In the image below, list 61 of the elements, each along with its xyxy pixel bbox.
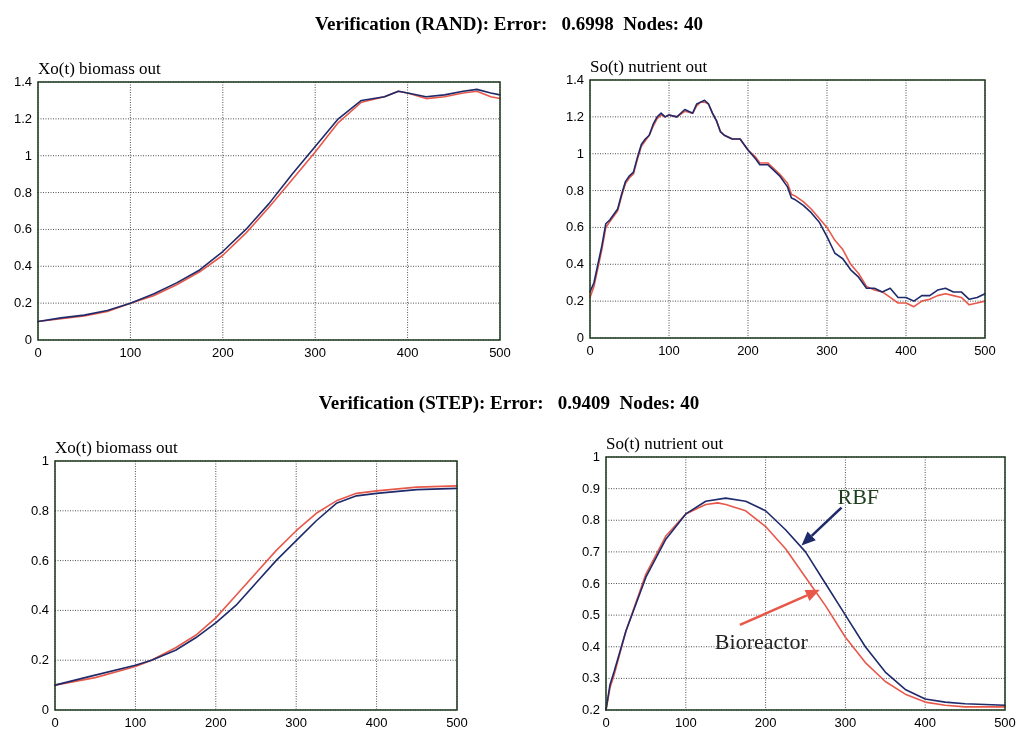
x-tick-label: 300	[304, 345, 327, 360]
y-tick-label: 0.8	[565, 182, 584, 198]
x-tick-label: 300	[816, 343, 838, 358]
x-tick-label: 100	[124, 715, 147, 730]
chart-title: Verification (RAND): Error: 0.6998 Nodes: 40	[315, 13, 703, 35]
x-tick-label: 400	[914, 715, 937, 730]
y-tick-label: 0	[576, 330, 584, 345]
y-tick-label: 0.4	[581, 638, 600, 654]
y-tick-label: 0.6	[30, 552, 49, 568]
y-tick-label: 0.8	[30, 502, 49, 518]
y-tick-label: 1	[576, 145, 584, 161]
x-tick-label: 500	[489, 345, 511, 360]
x-tick-label: 0	[51, 715, 59, 730]
x-tick-label: 400	[396, 345, 419, 360]
x-tick-label: 400	[895, 343, 917, 358]
y-tick-label: 1	[24, 147, 32, 163]
y-tick-label: 1.2	[565, 108, 584, 124]
x-tick-label: 200	[211, 345, 234, 360]
y-tick-label: 0.4	[565, 256, 584, 272]
x-tick-label: 200	[754, 715, 777, 730]
y-tick-label: 0.9	[581, 480, 600, 496]
y-tick-label: 0.8	[13, 184, 32, 200]
y-tick-label: 1	[41, 453, 49, 468]
y-tick-label: 0.8	[581, 512, 600, 528]
y-tick-label: 0.6	[13, 221, 32, 237]
chart-subtitle: Xo(t) biomass out	[55, 438, 179, 457]
y-tick-label: 0.4	[30, 602, 49, 618]
x-tick-label: 300	[285, 715, 308, 730]
x-tick-label: 100	[658, 343, 680, 358]
y-tick-label: 0.5	[581, 607, 600, 623]
x-tick-label: 200	[737, 343, 759, 358]
x-tick-label: 100	[119, 345, 142, 360]
y-tick-label: 0.6	[565, 219, 584, 235]
x-tick-label: 300	[834, 715, 857, 730]
y-tick-label: 0.2	[581, 702, 600, 717]
annotation: RBF	[837, 483, 880, 509]
y-tick-label: 1.4	[565, 72, 584, 87]
y-tick-label: 0.2	[13, 295, 32, 311]
x-tick-label: 200	[204, 715, 227, 730]
y-tick-label: 0	[41, 702, 49, 717]
x-tick-label: 0	[602, 715, 610, 730]
y-tick-label: 0.2	[565, 293, 584, 309]
x-tick-label: 500	[446, 715, 468, 730]
y-tick-label: 1.2	[13, 110, 32, 126]
text: Verification (STEP): Error: 0.9409 Nodes: 40	[318, 392, 700, 414]
x-tick-label: 100	[674, 715, 697, 730]
x-tick-label: 400	[365, 715, 388, 730]
chart-subtitle: So(t) nutrient out	[590, 57, 708, 76]
y-tick-label: 1.4	[13, 74, 32, 89]
x-tick-label: 500	[994, 715, 1016, 730]
y-tick-label: 0.3	[581, 670, 600, 686]
y-tick-label: 1	[592, 449, 600, 464]
y-tick-label: 0.6	[581, 575, 600, 591]
y-tick-label: 0.2	[30, 652, 49, 668]
chart-subtitle: So(t) nutrient out	[606, 434, 724, 453]
annotation: Bioreactor	[714, 628, 809, 654]
x-tick-label: 500	[974, 343, 996, 358]
y-tick-label: 0	[24, 332, 32, 347]
y-tick-label: 0.4	[13, 258, 32, 274]
chart-subtitle: Xo(t) biomass out	[38, 59, 162, 78]
y-tick-label: 0.7	[581, 543, 600, 559]
